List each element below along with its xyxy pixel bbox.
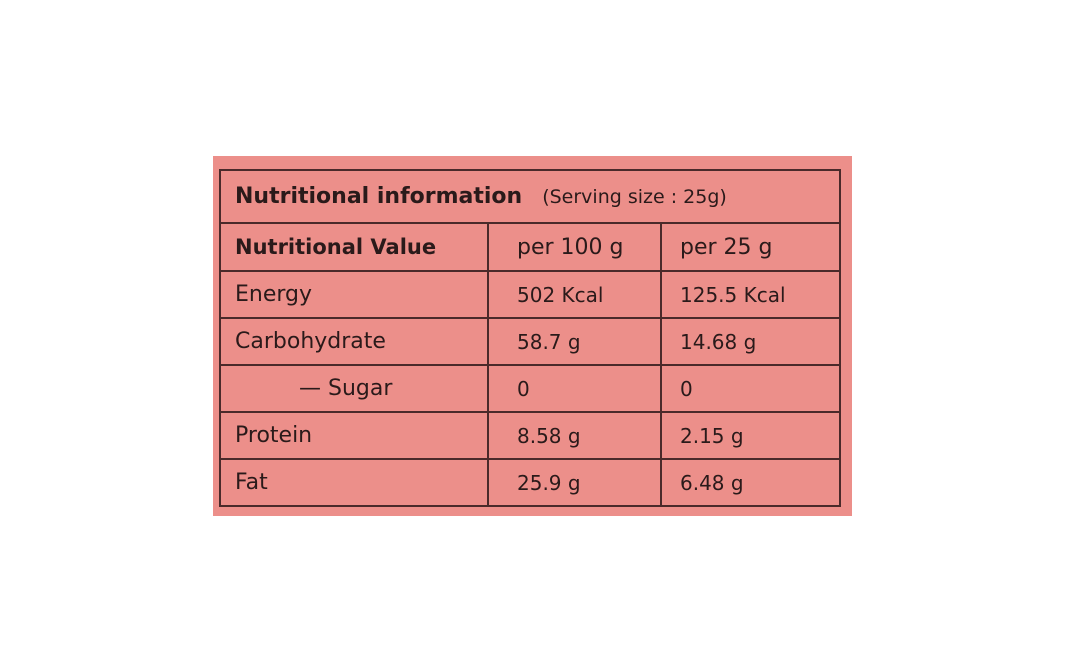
nutrient-value: 2.15 g [659, 411, 842, 460]
table-row: Fat 25.9 g 6.48 g [219, 458, 842, 507]
nutrient-value: 502 Kcal [487, 270, 662, 319]
table-row: Protein 8.58 g 2.15 g [219, 411, 842, 460]
nutrient-name: Carbohydrate [219, 317, 489, 366]
nutrient-name: — Sugar [219, 364, 489, 413]
nutrient-value: 14.68 g [659, 317, 842, 366]
header-cell: Nutritional Value [219, 222, 489, 272]
nutrition-panel: Nutritional information (Serving size : 2… [213, 156, 852, 516]
table-title: Nutritional information [235, 184, 523, 209]
nutrient-value: 0 [487, 364, 662, 413]
nutrient-value: 125.5 Kcal [659, 270, 842, 319]
serving-size: (Serving size : 25g) [542, 186, 727, 208]
nutrient-value: 58.7 g [487, 317, 662, 366]
nutrient-value: 25.9 g [487, 458, 662, 507]
title-cell: Nutritional information (Serving size : 2… [218, 169, 842, 224]
title-row: Nutritional information (Serving size : 2… [218, 169, 842, 224]
table-row: — Sugar 0 0 [219, 364, 842, 413]
nutrient-name: Protein [219, 411, 489, 460]
nutrient-value: 8.58 g [487, 411, 662, 460]
header-cell: per 25 g [659, 222, 842, 272]
nutrient-name: Fat [219, 458, 489, 507]
nutrition-table: Nutritional information (Serving size : 2… [218, 169, 842, 507]
nutrient-value: 0 [659, 364, 842, 413]
nutrient-name: Energy [219, 270, 489, 319]
header-cell: per 100 g [487, 222, 662, 272]
nutrient-value: 6.48 g [659, 458, 842, 507]
table-row: Energy 502 Kcal 125.5 Kcal [219, 270, 842, 319]
table-row: Carbohydrate 58.7 g 14.68 g [219, 317, 842, 366]
header-row: Nutritional Value per 100 g per 25 g [219, 222, 842, 272]
